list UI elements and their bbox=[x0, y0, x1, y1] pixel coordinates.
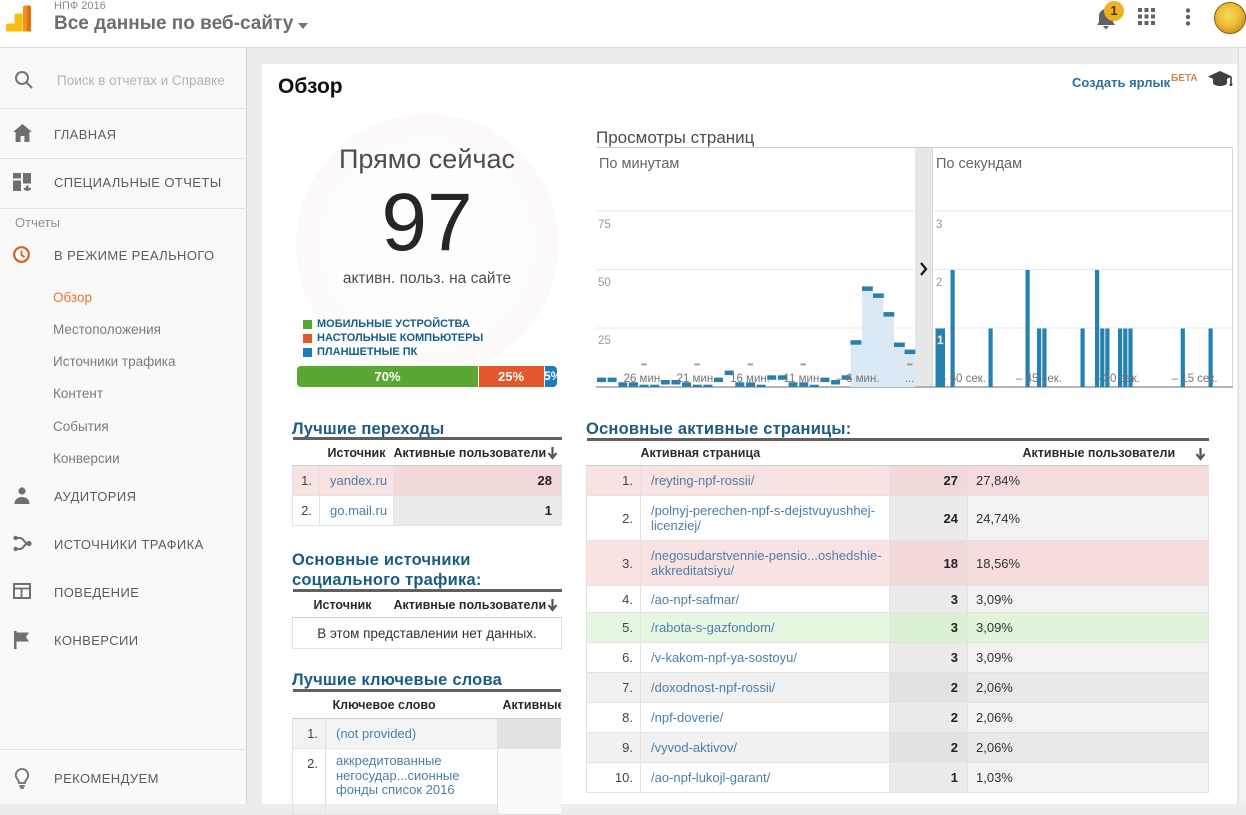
svg-text:– 45 сек.: – 45 сек. bbox=[1016, 373, 1062, 385]
svg-text:2: 2 bbox=[936, 277, 942, 289]
svg-text:– 30 сек.: – 30 сек. bbox=[1094, 373, 1140, 385]
svg-text:75: 75 bbox=[598, 219, 611, 231]
svg-text:50: 50 bbox=[598, 277, 611, 289]
svg-text:– 60 сек.: – 60 сек. bbox=[940, 373, 986, 385]
svg-text:1: 1 bbox=[937, 333, 944, 347]
svg-text:По секундам: По секундам bbox=[936, 156, 1022, 172]
svg-text:25: 25 bbox=[598, 335, 611, 347]
svg-text:...: ... bbox=[905, 373, 915, 385]
svg-text:По минутам: По минутам bbox=[599, 156, 679, 172]
svg-text:26 мин.: 26 мин. bbox=[624, 373, 664, 385]
svg-text:– 15 сек.: – 15 сек. bbox=[1172, 373, 1218, 385]
svg-text:– 6 мин.: – 6 мин. bbox=[836, 373, 879, 385]
svg-text:11 мин.: 11 мин. bbox=[783, 373, 822, 385]
svg-text:21 мин.: 21 мин. bbox=[677, 373, 717, 385]
svg-text:3: 3 bbox=[936, 219, 942, 231]
svg-text:16 мин.: 16 мин. bbox=[730, 373, 770, 385]
